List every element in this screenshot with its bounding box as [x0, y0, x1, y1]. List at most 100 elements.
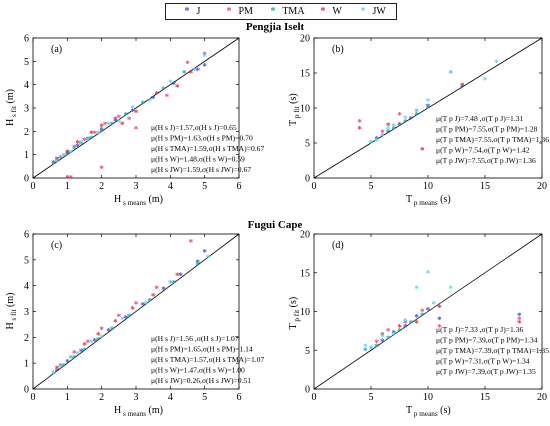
- y-tick-label: 5: [24, 255, 29, 266]
- point-w: *: [65, 148, 70, 158]
- point-tma: *: [380, 132, 385, 142]
- point-j: *: [99, 126, 104, 136]
- point-pm: *: [380, 128, 385, 138]
- point-j: *: [517, 311, 522, 321]
- point-tma: *: [392, 125, 397, 135]
- point-jw: *: [69, 354, 74, 364]
- point-jw: *: [483, 76, 488, 86]
- point-w: *: [113, 115, 118, 125]
- point-jw: *: [117, 118, 122, 128]
- point-pm: *: [449, 69, 454, 79]
- x-axis-label: H s means (m): [114, 194, 163, 207]
- x-tick-label: 3: [134, 392, 139, 403]
- point-jw: *: [99, 333, 104, 343]
- legend-label-w: W: [332, 6, 342, 17]
- point-pm: *: [127, 115, 132, 125]
- point-pm: *: [65, 174, 70, 184]
- y-tick-label: 2: [24, 333, 29, 344]
- point-pm: *: [420, 307, 425, 317]
- y-tick-label: 3: [24, 307, 29, 318]
- point-jw: *: [392, 122, 397, 132]
- point-j: *: [65, 149, 70, 159]
- y-tick-label: 0: [24, 174, 29, 185]
- point-jw: *: [414, 284, 419, 294]
- point-jw: *: [106, 120, 111, 130]
- point-tma: *: [414, 111, 419, 121]
- stats-line: μ(H s TMA)=1.57,σ(H s TMA)=1.07: [151, 355, 264, 364]
- point-jw: *: [75, 350, 80, 360]
- stats-line: μ(H s TMA)=1.59,σ(H s TMA)=0.67: [151, 144, 264, 153]
- point-j: *: [374, 134, 379, 144]
- point-j: *: [202, 248, 207, 258]
- point-jw: *: [51, 369, 56, 379]
- point-tma: *: [123, 111, 128, 121]
- point-j: *: [79, 347, 84, 357]
- point-jw: *: [414, 107, 419, 117]
- point-pm: *: [99, 164, 104, 174]
- stats-line: μ(H s JW)=1.59,σ(H s JW)=0.67: [151, 165, 251, 174]
- y-tick-label: 6: [24, 34, 29, 45]
- point-pm: *: [386, 326, 391, 336]
- point-w: *: [113, 317, 118, 327]
- point-pm: *: [99, 325, 104, 335]
- x-tick-label: 2: [99, 181, 104, 192]
- point-jw: *: [426, 268, 431, 278]
- point-w: *: [154, 90, 159, 100]
- point-j: *: [161, 285, 166, 295]
- point-w: *: [99, 122, 104, 132]
- point-pm: *: [357, 118, 362, 128]
- x-tick-label: 15: [480, 181, 490, 192]
- y-axis-label: H s fit (m): [5, 89, 18, 126]
- point-j: *: [93, 337, 98, 347]
- point-w: *: [357, 125, 362, 135]
- point-jw: *: [86, 136, 91, 146]
- point-pm: *: [58, 361, 63, 371]
- stats-line: μ(T p J)=7.33 ,σ(T p J)=1.36: [436, 325, 524, 334]
- point-tma: *: [110, 120, 115, 130]
- x-tick-label: 10: [423, 392, 433, 403]
- diagonal-line: [32, 37, 240, 179]
- point-j: *: [151, 94, 156, 104]
- point-tma: *: [161, 85, 166, 95]
- legend-item-pm: * PM: [222, 5, 253, 18]
- point-pm: *: [117, 113, 122, 123]
- x-axis-label: T p means (s): [406, 194, 451, 207]
- y-axis-label: H s fit (m): [5, 293, 18, 330]
- point-j: *: [403, 323, 408, 333]
- point-pm: *: [72, 348, 77, 358]
- legend-item-w: * W: [316, 5, 342, 18]
- x-tick-label: 6: [237, 181, 242, 192]
- point-jw: *: [144, 299, 149, 309]
- point-jw: *: [374, 136, 379, 146]
- y-axis-label: T p fit (s): [288, 297, 301, 330]
- point-tma: *: [51, 369, 56, 379]
- x-tick-label: 0: [312, 392, 317, 403]
- legend-marker-pm: *: [226, 6, 232, 17]
- point-w: *: [69, 354, 74, 364]
- y-tick-label: 3: [24, 104, 29, 115]
- point-jw: *: [380, 132, 385, 142]
- point-jw: *: [202, 52, 207, 62]
- point-j: *: [106, 326, 111, 336]
- point-w: *: [120, 120, 125, 130]
- x-tick-label: 10: [423, 181, 433, 192]
- point-pm: *: [69, 174, 74, 184]
- point-tma: *: [172, 279, 177, 289]
- legend-marker-j: *: [184, 6, 190, 17]
- point-pm: *: [154, 284, 159, 294]
- point-jw: *: [130, 104, 135, 114]
- legend-marker-jw: *: [360, 6, 366, 17]
- scatter-panel-c: 0 1 2 3 4 5 60123456**************************…: [5, 230, 264, 419]
- point-tma: *: [72, 144, 77, 154]
- point-j: *: [178, 271, 183, 281]
- point-w: *: [460, 81, 465, 91]
- point-tma: *: [369, 139, 374, 149]
- point-j: *: [141, 301, 146, 311]
- stats-line: μ(H s JW)=0.26,σ(H s JW)=0.51: [151, 376, 251, 385]
- point-j: *: [426, 305, 431, 315]
- point-j: *: [426, 102, 431, 112]
- point-j: *: [196, 258, 201, 268]
